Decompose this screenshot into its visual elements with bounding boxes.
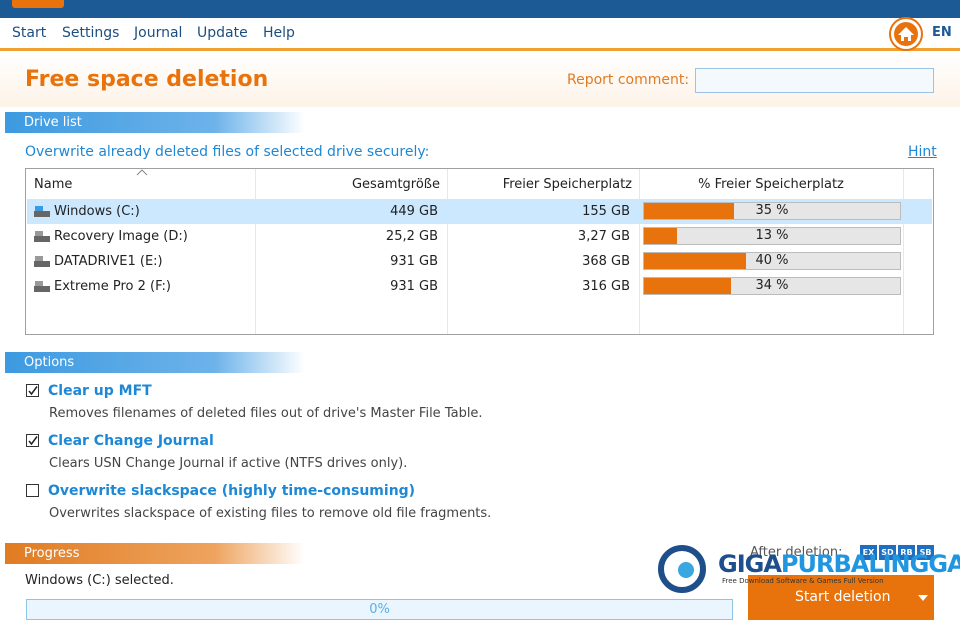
drive-name: Extreme Pro 2 (F:) [54, 279, 172, 294]
percent-bar: 13 % [643, 227, 901, 245]
percent-label: 34 % [755, 278, 789, 293]
checkbox[interactable] [26, 384, 39, 397]
drive-icon [34, 256, 50, 267]
watermark-logo [658, 545, 706, 593]
section-heading: Options [5, 352, 305, 373]
watermark-brand: GIGAPURBALINGGA [718, 550, 960, 578]
action-badge: RB [898, 545, 915, 560]
report-comment-label: Report comment: [567, 72, 690, 88]
drive-total: 25,2 GB [385, 229, 438, 244]
drive-icon [34, 281, 50, 292]
drive-name: DATADRIVE1 (E:) [54, 254, 163, 269]
percent-fill [644, 228, 678, 244]
checkmark [28, 386, 38, 396]
percent-fill [644, 253, 747, 269]
drive-icon [34, 231, 50, 242]
percent-bar: 40 % [643, 252, 901, 270]
percent-bar: 35 % [643, 202, 901, 220]
drive-total: 931 GB [390, 254, 438, 269]
sort-indicator [136, 169, 148, 176]
section-heading: Progress [5, 543, 305, 564]
section-heading: Drive list [5, 112, 305, 133]
drive-name: Recovery Image (D:) [54, 229, 188, 244]
start-button[interactable]: Start deletion [748, 575, 934, 620]
drive-row[interactable]: Recovery Image (D:) 25,2 GB 3,27 GB 13 % [27, 224, 932, 249]
progress-label: 0% [369, 602, 390, 617]
drive-total: 449 GB [390, 204, 438, 219]
column-header: Gesamtgröße [351, 177, 440, 192]
percent-label: 13 % [755, 228, 789, 243]
report-comment-input[interactable] [695, 68, 934, 93]
drive-total: 931 GB [390, 279, 438, 294]
menu-item[interactable]: Journal [134, 25, 183, 41]
after-deletion-label: After deletion: [750, 545, 843, 560]
drive-icon [34, 206, 50, 217]
option-label[interactable]: Clear up MFT [48, 383, 152, 399]
drive-table: Name Gesamtgröße Freier Speicherplatz % Fre… [25, 168, 934, 335]
logo [12, 0, 64, 8]
instruction: Overwrite already deleted files of selec… [25, 144, 430, 160]
title-bar [0, 0, 960, 18]
option-description: Removes filenames of deleted files out o… [49, 406, 483, 421]
watermark-brand-b: PURBALINGGA [780, 550, 960, 578]
drive-row[interactable]: Windows (C:) 449 GB 155 GB 35 % [27, 199, 932, 224]
percent-label: 40 % [755, 253, 789, 268]
percent-fill [644, 203, 734, 219]
option-label[interactable]: Overwrite slackspace (highly time-consum… [48, 483, 416, 499]
column-header: % Freier Speicherplatz [698, 177, 844, 192]
hint-link[interactable]: Hint [908, 144, 937, 160]
drive-free: 155 GB [582, 204, 630, 219]
dropdown-arrow [918, 595, 928, 601]
drive-row[interactable]: DATADRIVE1 (E:) 931 GB 368 GB 40 % [27, 249, 932, 274]
action-badge: SB [917, 545, 934, 560]
drive-free: 316 GB [582, 279, 630, 294]
page-title: Free space deletion [25, 67, 269, 92]
checkbox[interactable] [26, 484, 39, 497]
percent-fill [644, 278, 732, 294]
column-header: Name [34, 177, 73, 192]
start-button-label: Start deletion [795, 589, 891, 605]
percent-label: 35 % [755, 203, 789, 218]
menu-item[interactable]: Help [263, 25, 295, 41]
menu-divider [0, 48, 960, 51]
option-description: Clears USN Change Journal if active (NTF… [49, 456, 408, 471]
drive-free: 368 GB [582, 254, 630, 269]
home-button[interactable] [888, 16, 924, 52]
column-header: Freier Speicherplatz [502, 177, 632, 192]
watermark-tagline: Free Download Software & Games Full Vers… [722, 577, 884, 585]
drive-row[interactable]: Extreme Pro 2 (F:) 931 GB 316 GB 34 % [27, 274, 932, 299]
menu-item[interactable]: Start [12, 25, 47, 41]
watermark-brand-a: GIGA [718, 550, 782, 578]
menu-bar: Start Settings Journal Update Help [0, 18, 960, 48]
drive-free: 3,27 GB [577, 229, 630, 244]
checkmark [28, 436, 38, 446]
option-description: Overwrites slackspace of existing files … [49, 506, 492, 521]
progress-bar: 0% [26, 599, 733, 620]
action-badge: EX [860, 545, 877, 560]
menu-item[interactable]: Update [197, 25, 248, 41]
action-badge: SD [879, 545, 896, 560]
checkbox[interactable] [26, 434, 39, 447]
drive-name: Windows (C:) [54, 204, 140, 219]
option-label[interactable]: Clear Change Journal [48, 433, 214, 449]
percent-bar: 34 % [643, 277, 901, 295]
menu-item[interactable]: Settings [62, 25, 120, 41]
language[interactable]: EN [932, 25, 952, 40]
progress-status: Windows (C:) selected. [25, 573, 174, 588]
